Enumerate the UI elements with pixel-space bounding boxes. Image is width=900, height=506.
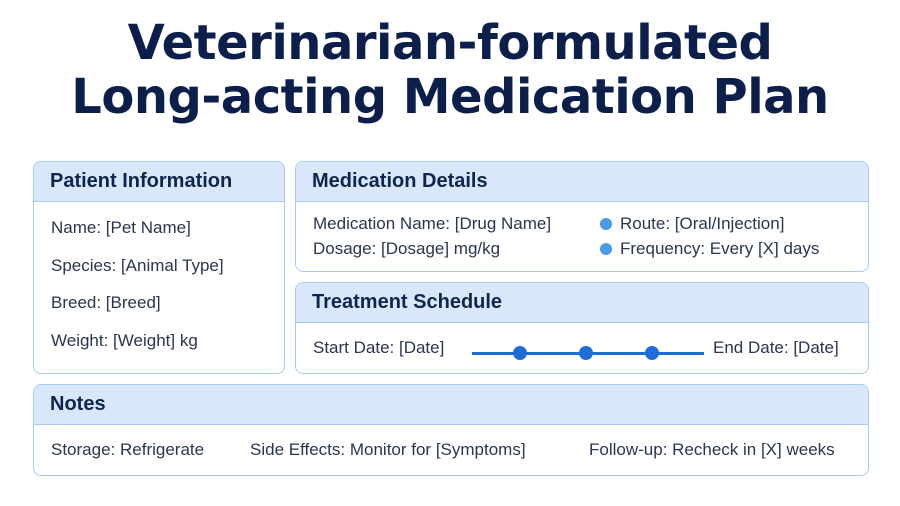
notes-card: Notes Storage: Refrigerate Side Effects:…: [33, 384, 869, 476]
timeline-node-1: [513, 346, 527, 360]
treatment-schedule-card: Treatment Schedule Start Date: [Date] En…: [295, 282, 869, 374]
frequency-bullet-icon: [600, 243, 612, 255]
notes-storage: Storage: Refrigerate: [51, 440, 205, 459]
medication-details-card: Medication Details Medication Name: [Dru…: [295, 161, 869, 272]
patient-information-header: Patient Information: [34, 162, 284, 202]
medication-dosage: Dosage: [Dosage] mg/kg: [313, 239, 501, 258]
patient-weight: Weight: [Weight] kg: [51, 331, 198, 350]
schedule-end-date: End Date: [Date]: [713, 338, 839, 357]
timeline-node-2: [579, 346, 593, 360]
treatment-schedule-header: Treatment Schedule: [296, 283, 868, 323]
medication-frequency-text: Frequency: Every [X] days: [620, 239, 820, 258]
medication-name: Medication Name: [Drug Name]: [313, 214, 552, 233]
medication-route-text: Route: [Oral/Injection]: [620, 214, 785, 233]
patient-information-card: Patient Information Name: [Pet Name] Spe…: [33, 161, 285, 374]
route-bullet-icon: [600, 218, 612, 230]
schedule-timeline: [472, 346, 704, 360]
title-line-1: Veterinarian-formulated: [127, 15, 773, 71]
medication-frequency: Frequency: Every [X] days: [600, 239, 819, 259]
title-line-2: Long-acting Medication Plan: [71, 69, 829, 125]
notes-side-effects: Side Effects: Monitor for [Symptoms]: [250, 440, 526, 459]
notes-follow-up: Follow-up: Recheck in [X] weeks: [589, 440, 835, 459]
patient-name: Name: [Pet Name]: [51, 218, 191, 237]
notes-header: Notes: [34, 385, 868, 425]
patient-breed: Breed: [Breed]: [51, 293, 161, 312]
medication-details-header: Medication Details: [296, 162, 868, 202]
schedule-start-date: Start Date: [Date]: [313, 338, 445, 357]
timeline-node-3: [645, 346, 659, 360]
page-title: Veterinarian-formulated Long-acting Medi…: [0, 16, 900, 124]
patient-species: Species: [Animal Type]: [51, 256, 224, 275]
medication-route: Route: [Oral/Injection]: [600, 214, 784, 234]
